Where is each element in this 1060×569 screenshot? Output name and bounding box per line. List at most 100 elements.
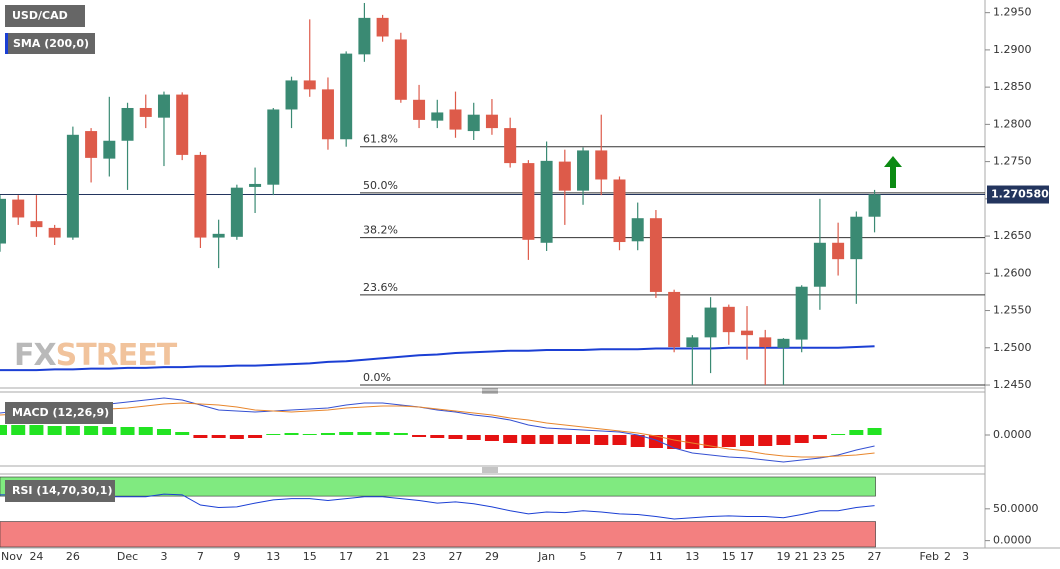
macd-histogram-bar [320, 433, 335, 435]
x-tick-label: 7 [197, 550, 204, 563]
macd-histogram-bar [430, 435, 445, 438]
x-tick-label: 21 [376, 550, 390, 563]
y-tick-label: 1.2650 [993, 229, 1032, 242]
macd-histogram-bar [466, 435, 481, 440]
candle-body [850, 216, 863, 260]
macd-histogram-bar [849, 430, 864, 435]
candle-body [230, 187, 243, 237]
candle-body [431, 112, 444, 121]
legend-entry: SMA (200,0) [13, 37, 89, 50]
candle-body [0, 198, 6, 244]
macd-histogram-bar [594, 435, 609, 445]
x-tick-label: 15 [722, 550, 736, 563]
y-tick-label: 1.2800 [993, 117, 1032, 130]
candle-body [194, 154, 207, 238]
x-tick-label: 15 [303, 550, 317, 563]
macd-histogram-bar [375, 432, 390, 435]
candle-body [48, 227, 61, 238]
panel-grip [482, 388, 498, 473]
last-price-label: 1.270580 [991, 188, 1049, 201]
macd-histogram-bar [539, 435, 554, 444]
macd-histogram-bar [484, 435, 499, 441]
x-tick-label: 2 [944, 550, 951, 563]
last-price-box [987, 185, 1049, 204]
candle-body [686, 337, 699, 348]
candle-body [467, 114, 480, 132]
candle-body [668, 291, 681, 348]
macd-histogram-bar [211, 435, 226, 438]
candle-body [631, 218, 644, 242]
fib-label: 23.6% [363, 281, 398, 294]
legend-swatch [5, 33, 8, 54]
candle-body [741, 330, 754, 336]
x-tick-label: 17 [339, 550, 353, 563]
rsi-line [0, 493, 875, 520]
candle-body [176, 94, 189, 155]
candle-body [413, 99, 426, 120]
candle-body [121, 107, 134, 141]
macd-histogram-bar [503, 435, 518, 443]
fib-label: 50.0% [363, 179, 398, 192]
macd-histogram-bar [812, 435, 827, 439]
candle-body [540, 160, 553, 243]
y-tick-label: 0.0000 [993, 534, 1032, 547]
candle-body [267, 109, 280, 185]
candle-body [595, 150, 608, 180]
x-tick-label: 17 [740, 550, 754, 563]
macd-histogram-bar [721, 435, 736, 447]
candle-body [759, 337, 772, 348]
macd-histogram-bar [667, 435, 682, 449]
x-tick-label: 3 [160, 550, 167, 563]
x-tick-label: 11 [649, 550, 663, 563]
macd-histogram-bar [229, 435, 244, 439]
candle-body [777, 338, 790, 348]
candle-body [649, 218, 662, 292]
oversold-band [0, 521, 876, 548]
macd-histogram-bar [831, 434, 846, 435]
macd-line [0, 402, 875, 458]
candle-body [340, 53, 353, 140]
macd-histogram-bar [47, 426, 62, 435]
macd-histogram-bar [758, 435, 773, 446]
x-tick-label: 26 [66, 550, 80, 563]
y-tick-label: 1.2600 [993, 266, 1032, 279]
x-tick-label: Jan [537, 550, 555, 563]
fib-label: 38.2% [363, 224, 398, 237]
macd-histogram-bar [29, 425, 44, 435]
x-tick-label: 27 [449, 550, 463, 563]
y-tick-label: 1.2500 [993, 341, 1032, 354]
candle-body [285, 80, 298, 110]
candle-body [139, 107, 152, 117]
candle-body [30, 221, 43, 228]
x-tick-label: 27 [868, 550, 882, 563]
macd-histogram-bar [302, 434, 317, 435]
macd-histogram-bar [867, 428, 882, 435]
candle-body [868, 194, 881, 217]
candle-body [12, 199, 25, 218]
x-tick-label: 5 [580, 550, 587, 563]
y-tick-label: 1.2550 [993, 304, 1032, 317]
macd-histogram-bar [393, 433, 408, 435]
candle-body [485, 114, 498, 129]
candle-body [577, 150, 590, 191]
macd-histogram-bar [557, 435, 572, 444]
x-tick-label: 13 [685, 550, 699, 563]
y-tick-label: 0.0000 [993, 428, 1032, 441]
candle-body [157, 94, 170, 118]
sma-line [0, 345, 875, 372]
x-tick-label: 9 [233, 550, 240, 563]
legend-box [5, 480, 115, 502]
macd-histogram-bar [576, 435, 591, 444]
x-tick-label: Feb [919, 550, 938, 563]
x-tick-label: 24 [29, 550, 43, 563]
macd-histogram-bar [776, 435, 791, 445]
macd-histogram-bar [794, 435, 809, 443]
candle-body [704, 307, 717, 338]
candle-body [66, 134, 79, 238]
x-tick-label: 21 [795, 550, 809, 563]
macd-histogram-bar [630, 435, 645, 447]
candle-body [449, 109, 462, 130]
candle-body [813, 242, 826, 287]
